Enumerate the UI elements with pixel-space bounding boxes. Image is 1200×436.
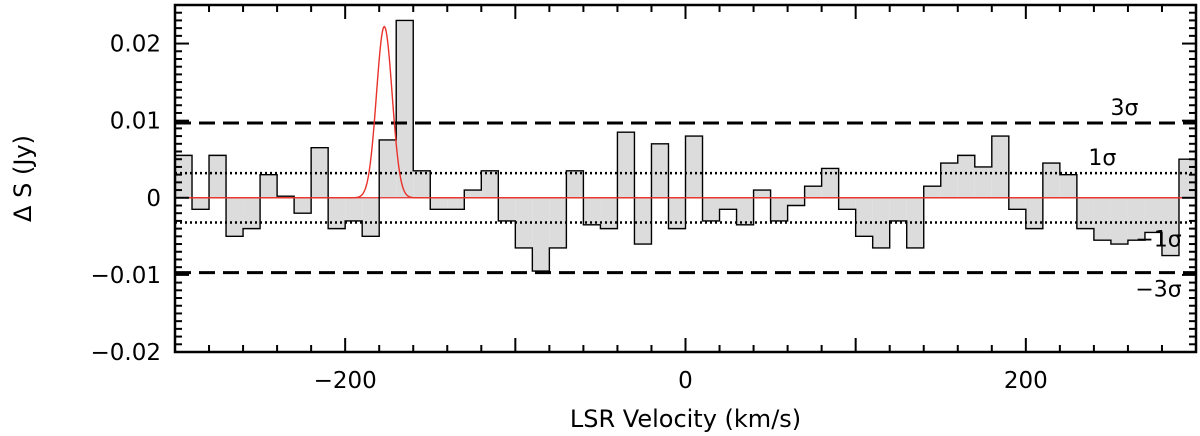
tick-labels: −200 0 200 −0.02 −0.01 0 0.01 0.02	[91, 32, 1048, 394]
histogram-bar	[1161, 197, 1179, 256]
histogram-bar	[923, 186, 941, 198]
x-tick-label: 200	[1004, 368, 1048, 394]
histogram-bar	[277, 196, 295, 198]
sigma-label: −1σ	[1135, 227, 1181, 252]
y-tick-label: −0.02	[91, 340, 161, 366]
histogram-bar	[226, 197, 244, 237]
histogram-bar	[668, 197, 686, 229]
histogram-bar	[447, 197, 465, 210]
histogram-bar	[1178, 159, 1196, 198]
histogram-bar	[345, 197, 363, 221]
histogram-bar	[1059, 174, 1077, 198]
histogram-bar	[974, 166, 992, 198]
histogram-bar	[1144, 197, 1162, 233]
histogram-bar	[600, 197, 618, 229]
histogram-bar	[685, 136, 703, 198]
y-tick-label: −0.01	[91, 263, 161, 289]
x-tick-label: 0	[678, 368, 693, 394]
histogram-bar	[515, 197, 533, 248]
histogram-bar	[1110, 197, 1128, 245]
histogram-bar	[940, 163, 958, 198]
histogram-bar	[736, 197, 754, 225]
histogram-bar	[1076, 197, 1094, 229]
histogram-bar	[770, 197, 788, 221]
histogram-bar	[566, 170, 584, 198]
histogram-bar	[413, 170, 431, 198]
histogram-bar	[311, 147, 329, 198]
histogram-bar	[260, 174, 278, 198]
histogram-bar	[957, 155, 975, 198]
histogram-bar	[889, 197, 907, 221]
histogram-bar	[821, 168, 839, 198]
histogram-bar	[753, 190, 771, 198]
histogram-bar	[430, 197, 448, 210]
histogram-bar	[1025, 197, 1043, 229]
histogram-bar	[991, 136, 1009, 198]
histogram-bar	[532, 197, 550, 272]
histogram-bar	[617, 132, 635, 198]
histogram-bar	[396, 20, 414, 198]
histogram-bar	[583, 197, 601, 225]
histogram-bar	[719, 197, 737, 210]
histogram-bar	[1008, 197, 1026, 210]
sigma-label: 1σ	[1088, 146, 1116, 171]
histogram-bar	[1127, 197, 1145, 241]
histogram-bar	[855, 197, 873, 237]
histogram-bar	[838, 197, 856, 210]
histogram-bar	[328, 197, 346, 229]
y-axis-title: Δ S (Jy)	[9, 135, 37, 222]
histogram-bar	[243, 197, 261, 229]
x-tick-label: −200	[314, 368, 377, 394]
histogram-step-line	[174, 19, 1197, 272]
histogram-bar	[549, 197, 567, 248]
histogram-bar	[464, 190, 482, 198]
histogram-bar	[651, 143, 669, 198]
histogram-bar	[702, 197, 720, 221]
histogram-bar	[1042, 163, 1060, 198]
histogram-bar	[481, 170, 499, 198]
histogram-bar	[192, 197, 210, 210]
histogram-bar	[498, 197, 516, 221]
y-tick-label: 0	[146, 186, 161, 212]
x-axis-title: LSR Velocity (km/s)	[570, 405, 801, 433]
histogram-bar	[209, 155, 227, 198]
gaussian-fit-curve	[175, 25, 1196, 199]
gaussian-fit-line	[175, 25, 1196, 199]
histogram-bar	[787, 197, 805, 206]
sigma-labels: 3σ 1σ −1σ −3σ	[1088, 96, 1181, 303]
y-tick-label: 0.02	[110, 32, 161, 58]
sigma-label: 3σ	[1111, 96, 1139, 121]
sigma-label: −3σ	[1135, 278, 1181, 303]
histogram-bar	[1093, 197, 1111, 241]
histogram-bar	[362, 197, 380, 237]
histogram-outline	[174, 19, 1197, 272]
y-tick-label: 0.01	[110, 109, 161, 135]
histogram-bar	[634, 197, 652, 245]
histogram-bar	[294, 197, 312, 214]
plot-frame	[173, 3, 1198, 354]
histogram-bar	[379, 139, 397, 198]
histogram-bar	[175, 155, 193, 198]
histogram-bar	[804, 186, 822, 198]
histogram-fill	[175, 20, 1196, 272]
